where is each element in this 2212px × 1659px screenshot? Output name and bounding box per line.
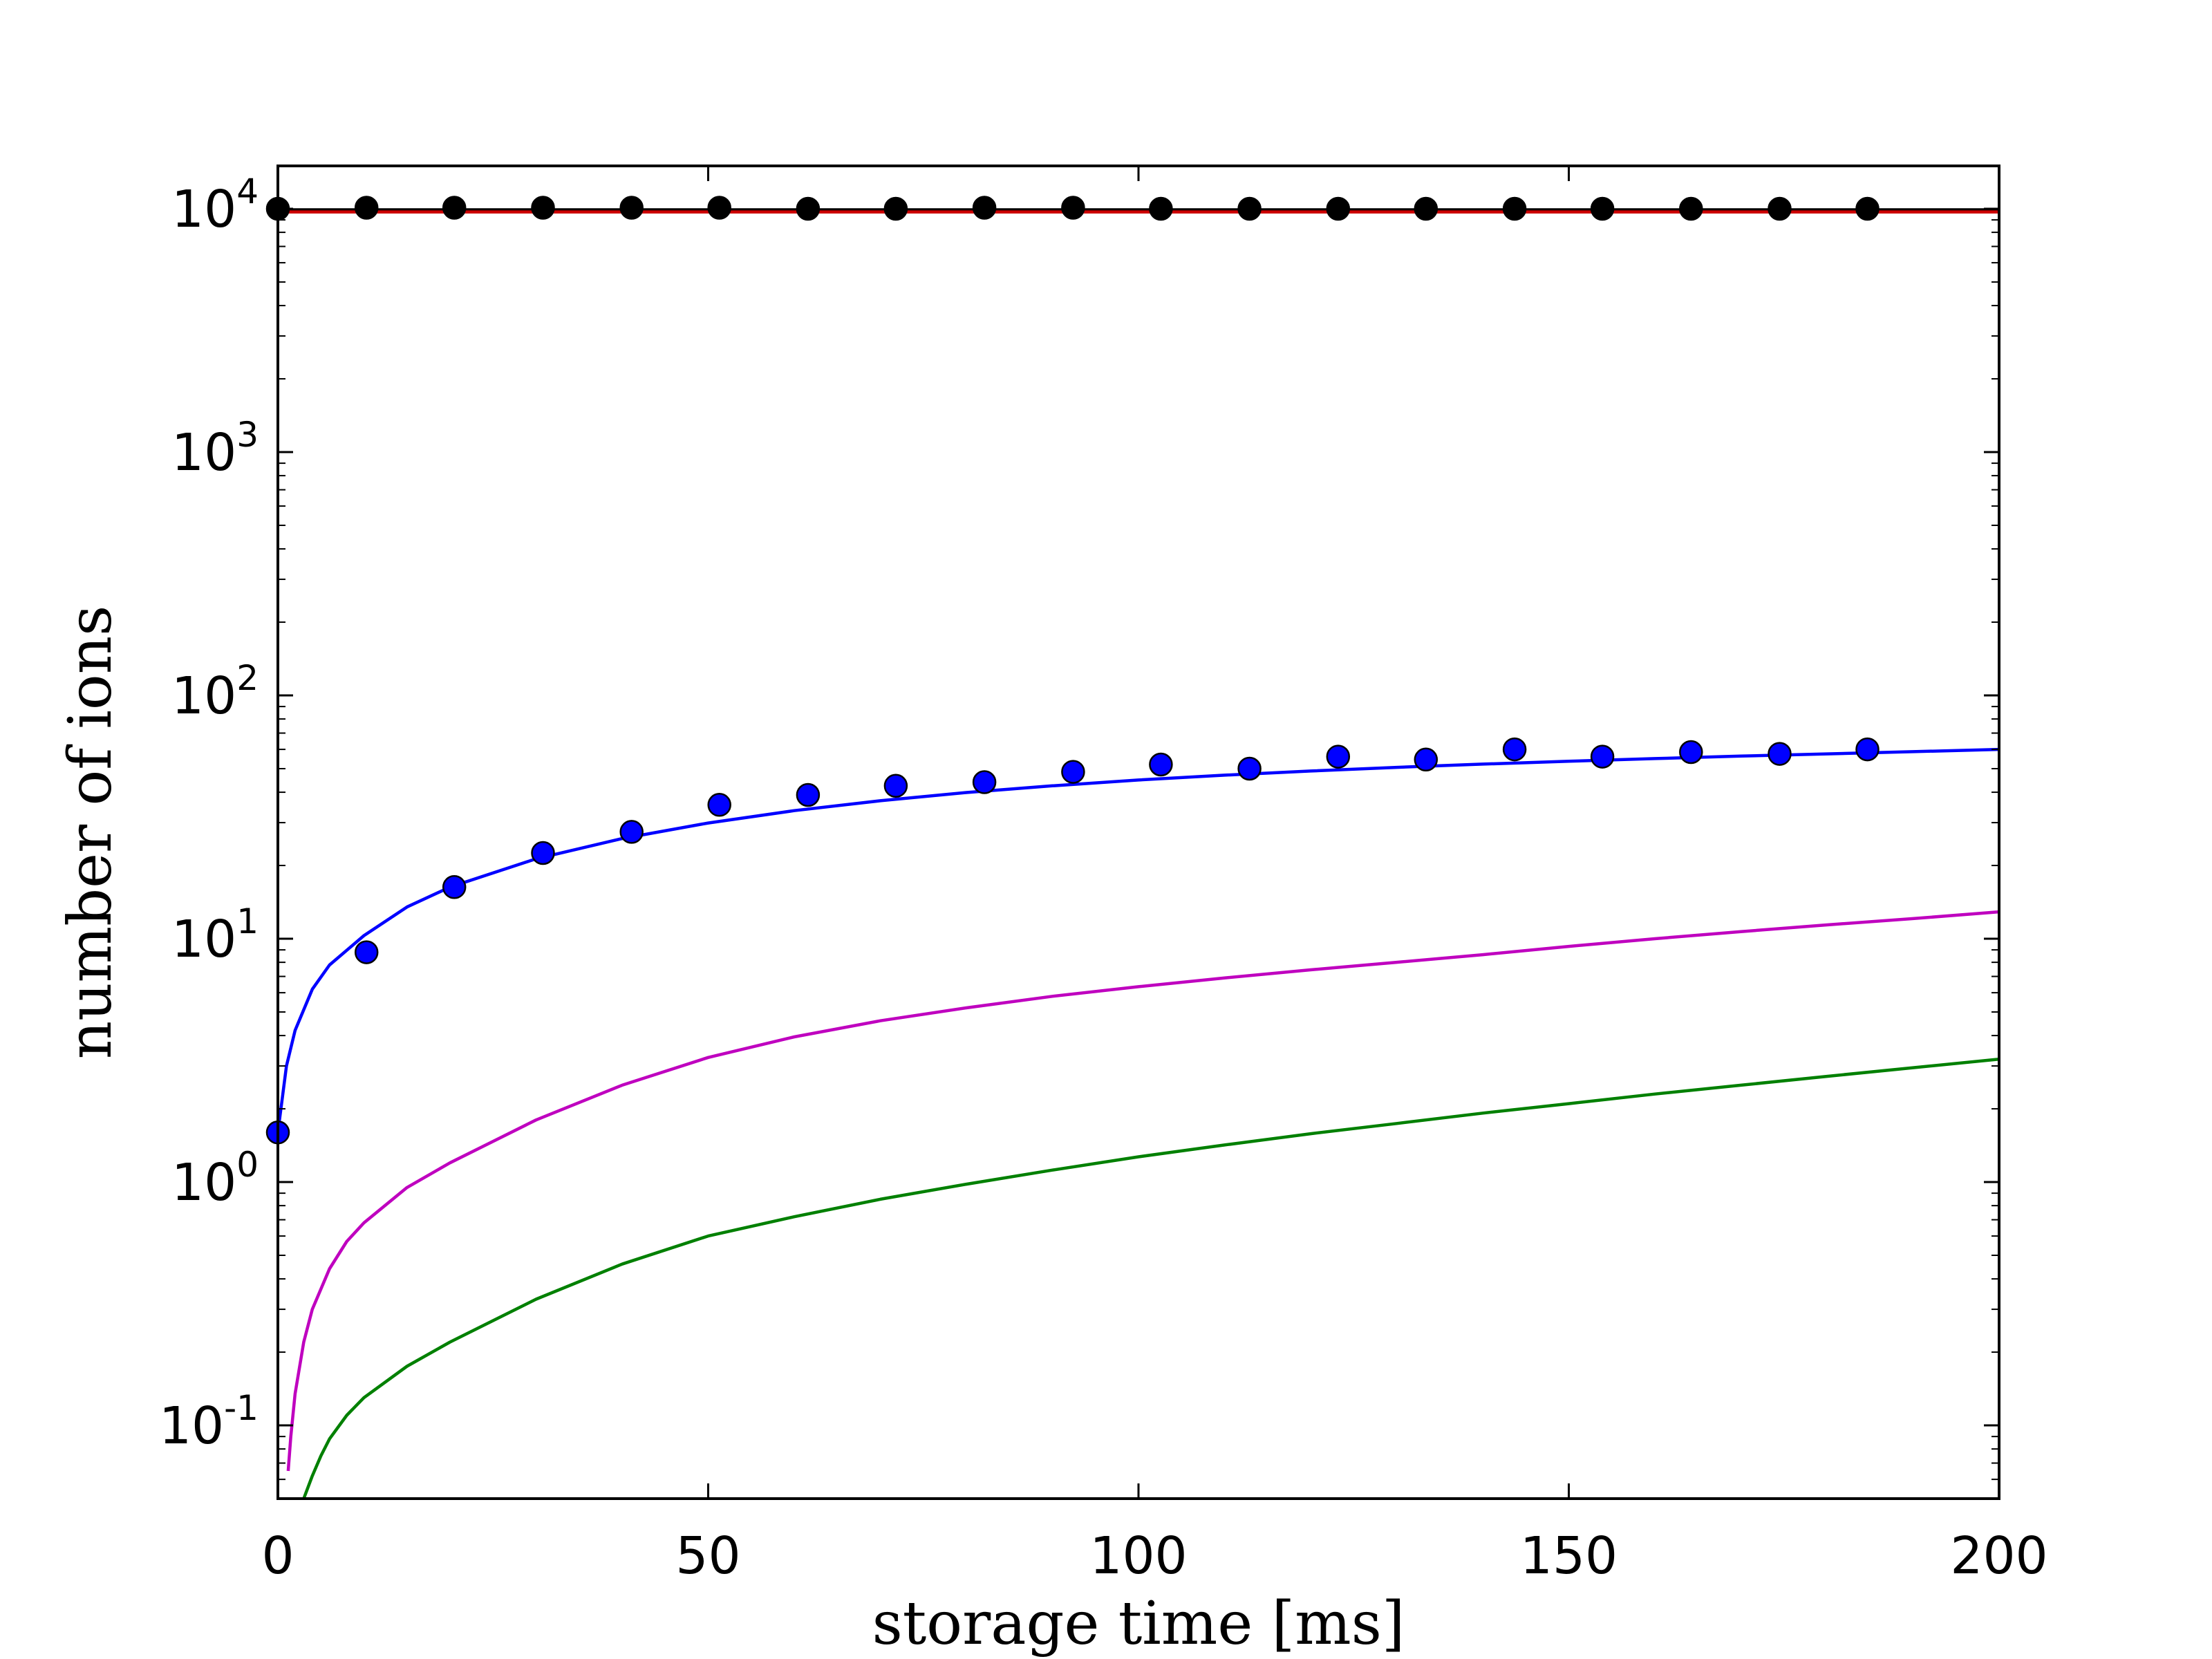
data-point-series-1 bbox=[619, 820, 644, 844]
y-tick-label-base: 10 bbox=[159, 1396, 224, 1456]
data-point-series-0 bbox=[1414, 196, 1438, 221]
data-point-series-0 bbox=[442, 196, 467, 220]
data-point-series-1 bbox=[1149, 752, 1173, 777]
data-point-series-0 bbox=[1768, 196, 1792, 221]
y-tick-label: 102 bbox=[171, 658, 259, 726]
series-layer bbox=[278, 208, 1999, 1499]
y-tick-label: 101 bbox=[171, 901, 259, 969]
data-point-series-1 bbox=[1326, 744, 1351, 769]
y-tick-label: 104 bbox=[171, 171, 259, 239]
x-tick-label: 0 bbox=[261, 1526, 294, 1586]
data-point-series-1 bbox=[354, 940, 379, 964]
x-tick-label: 100 bbox=[1089, 1526, 1187, 1586]
y-tick-label-base: 10 bbox=[171, 180, 236, 239]
data-point-series-0 bbox=[1061, 196, 1085, 220]
data-point-series-1 bbox=[1414, 747, 1438, 772]
plot-frame bbox=[276, 165, 2000, 1500]
series-line-2 bbox=[278, 747, 1999, 1133]
data-point-series-1 bbox=[883, 774, 908, 798]
y-tick-label: 103 bbox=[171, 415, 259, 482]
data-point-series-0 bbox=[1237, 196, 1262, 221]
y-tick-label-exponent: 0 bbox=[236, 1145, 259, 1185]
data-point-series-0 bbox=[1326, 196, 1351, 221]
x-axis-title: storage time [ms] bbox=[872, 1589, 1405, 1658]
y-tick-label-exponent: -1 bbox=[224, 1388, 259, 1428]
data-point-series-1 bbox=[1237, 756, 1262, 781]
y-tick-label: 10-1 bbox=[159, 1388, 259, 1456]
data-point-series-0 bbox=[707, 196, 731, 220]
data-point-series-1 bbox=[442, 875, 467, 899]
data-point-series-0 bbox=[972, 196, 997, 220]
x-tick-label: 200 bbox=[1950, 1526, 2047, 1586]
y-tick-label-base: 10 bbox=[171, 910, 236, 969]
data-point-series-1 bbox=[1679, 740, 1703, 765]
data-point-series-1 bbox=[531, 841, 555, 865]
y-tick-label-exponent: 4 bbox=[236, 171, 259, 212]
data-point-series-0 bbox=[1502, 196, 1527, 221]
y-tick-label-exponent: 3 bbox=[236, 415, 259, 455]
data-point-series-0 bbox=[1590, 196, 1615, 221]
data-point-series-0 bbox=[796, 196, 821, 221]
data-point-series-1 bbox=[972, 770, 997, 794]
data-point-series-0 bbox=[1679, 196, 1703, 221]
y-tick-label-exponent: 1 bbox=[236, 901, 259, 941]
data-point-series-0 bbox=[1855, 196, 1880, 221]
data-point-series-1 bbox=[1590, 744, 1615, 769]
y-tick-label-base: 10 bbox=[171, 1153, 236, 1212]
data-point-series-1 bbox=[707, 793, 731, 817]
y-tick-label-base: 10 bbox=[171, 423, 236, 482]
y-tick-label-exponent: 2 bbox=[236, 658, 259, 698]
y-tick-label-base: 10 bbox=[171, 666, 236, 726]
data-point-series-1 bbox=[796, 782, 821, 807]
data-point-series-1 bbox=[1502, 737, 1527, 762]
data-point-series-0 bbox=[883, 196, 908, 221]
data-point-series-0 bbox=[619, 196, 644, 220]
data-point-series-1 bbox=[1855, 737, 1880, 762]
data-point-series-0 bbox=[531, 196, 555, 220]
x-tick-label: 150 bbox=[1520, 1526, 1618, 1586]
y-tick-label: 100 bbox=[171, 1145, 259, 1212]
data-point-series-1 bbox=[1061, 760, 1085, 784]
data-point-series-1 bbox=[1768, 742, 1792, 766]
x-tick-label: 50 bbox=[675, 1526, 740, 1586]
series-line-3 bbox=[286, 910, 1999, 1472]
y-axis-title: number of ions bbox=[56, 606, 125, 1059]
data-point-series-0 bbox=[354, 196, 379, 220]
data-point-series-0 bbox=[1149, 196, 1173, 221]
series-line-4 bbox=[302, 1057, 1999, 1499]
